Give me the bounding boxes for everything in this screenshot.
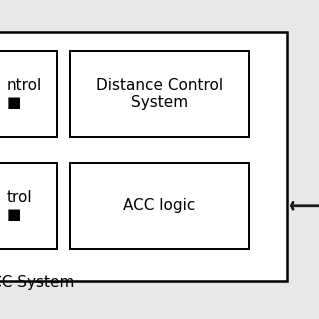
Bar	[0, 32, 287, 281]
Bar	[0, 163, 57, 249]
Text: ACC System: ACC System	[0, 275, 74, 290]
Bar	[70, 51, 249, 137]
Text: Distance Control
System: Distance Control System	[96, 78, 223, 110]
Bar	[70, 163, 249, 249]
Text: ntrol
■: ntrol ■	[6, 78, 42, 110]
Text: ACC logic: ACC logic	[123, 198, 196, 213]
Text: trol
■: trol ■	[6, 189, 32, 222]
Bar	[0, 51, 57, 137]
